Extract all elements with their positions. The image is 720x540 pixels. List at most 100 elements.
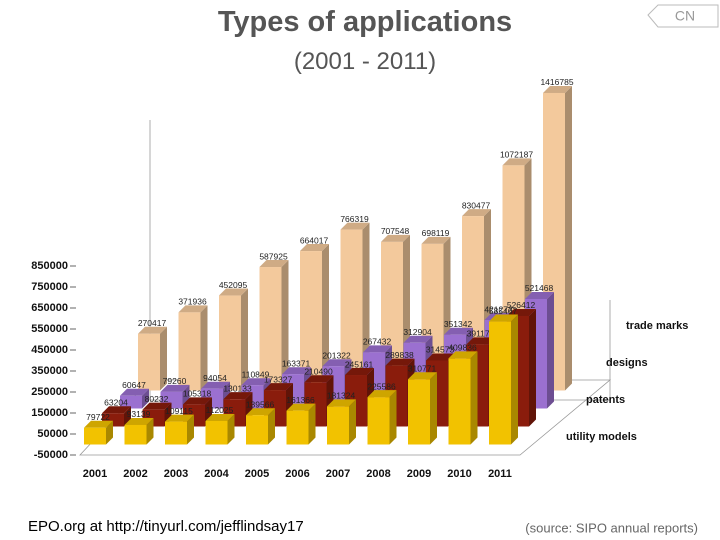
bar-top [421,236,451,244]
bar-top [381,234,410,242]
button-shape[interactable] [647,4,719,28]
bar-top [327,399,356,407]
bar-top [223,392,253,400]
value-label: 766319 [340,214,369,224]
y-tick-label: 750000 [31,281,68,293]
y-tick-label: 250000 [31,386,68,398]
bar-group: 587925 [259,251,289,391]
legend-label: utility models [566,431,637,443]
value-label: 421273 [484,304,513,314]
value-label: 830477 [462,200,491,210]
bar [259,267,282,391]
bar-side [200,305,208,391]
bar [138,333,160,391]
bar-group: 112025 [205,405,235,445]
bar-group: 79722 [84,412,113,445]
bar [340,229,363,391]
x-tick-label: 2007 [326,468,350,480]
bar-top [142,402,172,410]
bar-side [308,403,316,445]
bar-top [160,384,190,392]
bar-top [120,388,149,396]
y-tick-label: 150000 [31,407,68,419]
bar-side [470,351,478,445]
value-label: 521468 [525,283,554,293]
value-label: 409836 [448,343,477,353]
y-tick-label: 650000 [31,302,68,314]
value-label: 201322 [322,350,351,360]
x-tick-label: 2002 [123,468,147,480]
value-label: 270417 [138,318,167,328]
bar-side [389,390,397,445]
bar-top [84,420,113,428]
bar-top [444,327,473,335]
value-label: 312904 [403,327,432,337]
x-tick-label: 2008 [366,468,390,480]
bar-group: 93139 [124,409,154,445]
bar-top [264,383,293,391]
bar-side [227,413,235,445]
bar-side [142,388,149,409]
footer-left: EPO.org at http://tinyurl.com/jefflindsa… [28,518,304,535]
x-tick-label: 2001 [83,468,107,480]
bar-top [507,308,536,316]
x-tick-label: 2011 [488,468,512,480]
bar-side [529,308,536,427]
bar-side [547,291,554,409]
value-label: 139566 [246,399,275,409]
bar-group: 585467 [489,306,518,445]
value-label: 526412 [507,300,536,310]
value-label: 1416785 [540,77,573,87]
bar-side [146,417,154,445]
value-label: 94054 [203,373,227,383]
value-label: 210490 [304,367,333,377]
bar [367,397,390,445]
bar [327,406,349,445]
value-label: 707548 [381,226,410,236]
value-label: 163371 [282,358,311,368]
bar-top [241,378,271,386]
value-label: 225586 [367,381,396,391]
button-label[interactable]: CN [675,8,695,24]
bar-top [543,85,572,93]
bar [489,321,511,445]
value-label: 391177 [467,329,495,339]
bar-top [102,406,131,414]
x-tick-label: 2005 [245,468,269,480]
value-label: 79722 [86,412,110,422]
cn-button[interactable]: CN [647,4,719,28]
value-label: 173327 [264,374,293,384]
value-label: 245161 [345,359,374,369]
bar-top [219,288,248,296]
legend-label: trade marks [626,320,688,332]
y-tick-label: 450000 [31,344,68,356]
bar-group: 181324 [327,391,356,445]
value-label: 310771 [408,363,437,373]
bar-top [178,305,208,313]
value-label: 93139 [127,409,151,419]
bar-top [205,413,235,421]
bar-top [345,368,374,376]
bar-top [408,372,437,380]
value-label: 161366 [286,395,315,405]
bar [219,295,241,391]
bar-side [322,244,329,391]
value-label: 181324 [327,391,356,401]
x-tick-label: 2009 [407,468,431,480]
bar [178,312,201,391]
bar-group: 109115 [165,406,194,445]
bar-top [403,335,433,343]
bar-top [525,291,554,299]
bar-top [466,337,496,345]
value-label: 80232 [145,394,169,404]
chart-title: Types of applications [218,6,512,38]
value-label: 79260 [163,376,187,386]
bar [300,251,322,391]
bar-group: 139566 [246,399,275,445]
footer-right: (source: SIPO annual reports) [525,520,698,535]
bar-top [246,408,275,416]
bar [408,379,430,445]
y-tick-label: 550000 [31,323,68,335]
x-tick-label: 2004 [204,468,229,480]
